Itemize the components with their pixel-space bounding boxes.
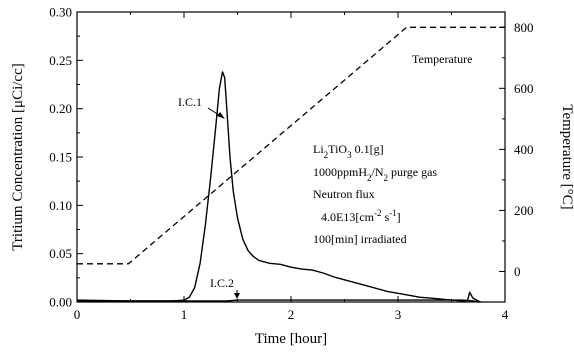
condition-text: 2 [384,173,389,183]
series-temperature [77,26,505,265]
tick-labels: 0 1 2 3 4 0.00 0.05 0.10 0.15 0.20 0.25 0.30 0 200 400… [49,5,533,323]
condition-text: purge gas [388,165,437,179]
y-right-tick-label: 0 [514,264,521,279]
condition-text: -2 [374,208,382,218]
series-layer [76,26,505,303]
condition-text: TiO [328,142,347,156]
condition-line: 1000ppmH2/N2 purge gas [313,165,437,183]
condition-text: 1000ppmH [313,165,367,179]
x-axis-title: Time [hour] [255,331,327,347]
condition-text: 3 [347,150,352,160]
condition-line: Neutron flux [313,187,375,201]
annotation-ic2: I.C.2 [210,276,234,290]
condition-text: 2 [324,150,329,160]
condition-text: ] [397,210,401,224]
annotations: I.C.1 I.C.2 Temperature Li2TiO3 0.1[g]10… [178,52,472,299]
condition-text: 4.0E13[cm [321,210,375,224]
condition-text: 0.1[g] [352,142,384,156]
y-left-axis-title: Tritium Concentration [μCi/cc] [10,63,26,250]
condition-line: 4.0E13[cm-2 s-1] [321,208,401,224]
x-tick-label: 2 [288,307,295,322]
series-i-c-1 [76,71,481,303]
annotation-ic1: I.C.1 [178,95,202,109]
x-tick-label: 0 [74,307,81,322]
condition-line: Li2TiO3 0.1[g] [313,142,384,160]
condition-text: s [382,210,390,224]
condition-text: 100[min] irradiated [313,232,407,246]
arrowhead-ic2 [234,293,240,299]
experiment-conditions: Li2TiO3 0.1[g]1000ppmH2/N2 purge gasNeut… [313,142,437,246]
condition-text: Neutron flux [313,187,375,201]
x-tick-label: 4 [502,307,509,322]
y-left-tick-label: 0.20 [49,101,72,116]
y-right-tick-label: 600 [514,81,534,96]
y-left-tick-label: 0.30 [49,5,72,20]
condition-line: 100[min] irradiated [313,232,407,246]
y-left-tick-label: 0.05 [49,246,72,261]
annotation-temperature: Temperature [412,52,472,66]
x-tick-label: 1 [181,307,188,322]
y-left-tick-label: 0.25 [49,53,72,68]
series-i-c-2 [77,299,481,303]
condition-text: -1 [389,208,397,218]
y-right-axis-title: Temperature [°C] [559,104,574,209]
y-right-tick-label: 800 [514,20,534,35]
y-right-tick-label: 200 [514,203,534,218]
x-tick-label: 3 [395,307,402,322]
y-right-tick-label: 400 [514,142,534,157]
y-left-tick-label: 0.10 [49,198,72,213]
arrowhead-ic1 [217,112,225,119]
condition-text: Li [313,142,324,156]
y-left-tick-label: 0.00 [49,295,72,310]
condition-text: /N [372,165,384,179]
y-left-tick-label: 0.15 [49,150,72,165]
condition-text: 2 [367,173,372,183]
plot-frame [76,11,506,303]
